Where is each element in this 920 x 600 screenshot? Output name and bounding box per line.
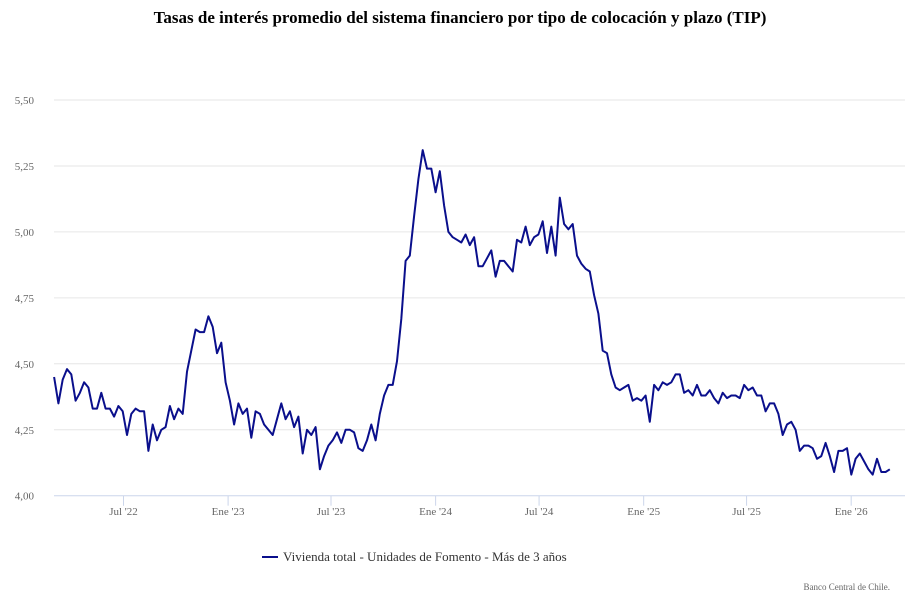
chart-title: Tasas de interés promedio del sistema fi… [153, 8, 767, 27]
legend-item[interactable]: Vivienda total - Unidades de Fomento - M… [262, 549, 567, 565]
x-tick-label: Ene '26 [835, 506, 868, 518]
legend-line-swatch [262, 556, 278, 558]
legend-label: Vivienda total - Unidades de Fomento - M… [283, 549, 567, 564]
y-tick-label: 4,25 [15, 425, 35, 437]
x-tick-label: Jul '24 [525, 506, 554, 518]
y-tick-label: 4,50 [15, 359, 35, 371]
x-tick-label: Ene '24 [419, 506, 452, 518]
x-tick-label: Jul '25 [732, 506, 761, 518]
y-tick-label: 4,00 [15, 491, 35, 503]
x-tick-label: Ene '25 [627, 506, 660, 518]
y-tick-label: 5,25 [15, 161, 35, 173]
credits[interactable]: Banco Central de Chile. [803, 582, 890, 592]
y-tick-label: 4,75 [15, 293, 35, 305]
x-tick-label: Jul '23 [317, 506, 346, 518]
x-tick-label: Ene '23 [212, 506, 245, 518]
series-line [53, 149, 891, 476]
y-tick-label: 5,50 [15, 95, 35, 107]
x-tick-label: Jul '22 [109, 506, 138, 518]
y-tick-label: 5,00 [15, 227, 35, 239]
